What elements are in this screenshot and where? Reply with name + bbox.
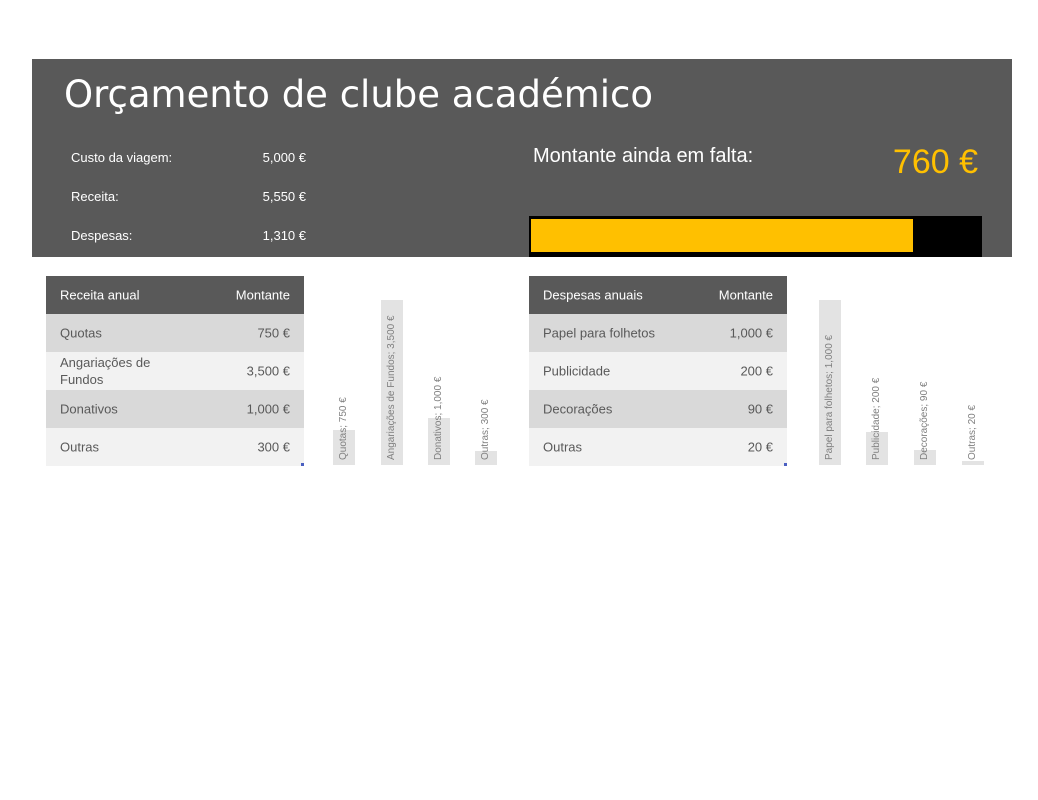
row-label: Outras xyxy=(60,439,100,455)
row-label: Papel para folhetos xyxy=(543,325,656,341)
chart-data-label: Outras; 20 € xyxy=(967,404,978,460)
income-table[interactable]: Receita anual Montante Quotas 750 € Anga… xyxy=(46,276,304,466)
column-header-label: Despesas anuais xyxy=(543,287,643,303)
row-amount: 200 € xyxy=(740,363,773,379)
row-label: Outras xyxy=(543,439,583,455)
chart-data-label: Papel para folhetos; 1,000 € xyxy=(824,334,835,460)
chart-bar[interactable] xyxy=(914,450,936,465)
row-amount: 20 € xyxy=(747,439,773,455)
row-amount: 1,000 € xyxy=(246,401,290,417)
table-row[interactable]: Publicidade 200 € xyxy=(529,352,787,390)
chart-bar[interactable] xyxy=(962,461,984,465)
summary-value: 5,550 € xyxy=(262,189,306,204)
row-amount: 750 € xyxy=(257,325,290,341)
column-header-amount: Montante xyxy=(718,287,773,303)
row-amount: 3,500 € xyxy=(246,363,290,379)
chart-bar[interactable] xyxy=(819,300,841,465)
row-label: Angariações de Fundos xyxy=(60,355,151,387)
remaining-label: Montante ainda em falta: xyxy=(533,145,754,167)
table-header: Receita anual Montante xyxy=(46,276,304,314)
chart-bar[interactable] xyxy=(475,451,497,465)
summary-value: 5,000 € xyxy=(262,150,306,165)
column-header-label: Receita anual xyxy=(60,287,140,303)
summary-trip-cost: Custo da viagem: 5,000 € xyxy=(71,150,306,170)
chart-data-label: Quotas; 750 € xyxy=(338,397,349,460)
page-title: Orçamento de clube académico xyxy=(64,73,654,116)
chart-data-label: Donativos; 1,000 € xyxy=(433,376,444,460)
summary-label: Receita: xyxy=(71,189,119,204)
row-amount: 90 € xyxy=(747,401,773,417)
table-row[interactable]: Papel para folhetos 1,000 € xyxy=(529,314,787,352)
chart-bar[interactable] xyxy=(428,418,450,465)
summary-value: 1,310 € xyxy=(262,228,306,243)
summary-income: Receita: 5,550 € xyxy=(71,189,306,209)
row-amount: 300 € xyxy=(257,439,290,455)
progress-bar xyxy=(529,216,982,257)
table-row[interactable]: Donativos 1,000 € xyxy=(46,390,304,428)
row-label: Publicidade xyxy=(543,363,611,379)
summary-expenses: Despesas: 1,310 € xyxy=(71,228,306,248)
expenses-table[interactable]: Despesas anuais Montante Papel para folh… xyxy=(529,276,787,466)
progress-fill xyxy=(531,219,913,252)
chart-bar[interactable] xyxy=(381,300,403,465)
row-amount: 1,000 € xyxy=(729,325,773,341)
chart-data-label: Outras; 300 € xyxy=(480,399,491,460)
table-resize-handle[interactable] xyxy=(301,463,304,466)
column-header-amount: Montante xyxy=(235,287,290,303)
summary-label: Despesas: xyxy=(71,228,133,243)
chart-data-label: Decorações; 90 € xyxy=(919,381,930,460)
table-row[interactable]: Outras 20 € xyxy=(529,428,787,466)
table-row[interactable]: Quotas 750 € xyxy=(46,314,304,352)
table-row[interactable]: Angariações de Fundos 3,500 € xyxy=(46,352,304,390)
summary-header: Orçamento de clube académico Custo da vi… xyxy=(32,59,1012,257)
chart-bar[interactable] xyxy=(333,430,355,465)
remaining-value: 760 € xyxy=(892,143,978,181)
table-resize-handle[interactable] xyxy=(784,463,787,466)
table-row[interactable]: Decorações 90 € xyxy=(529,390,787,428)
row-label: Donativos xyxy=(60,401,118,417)
chart-bar[interactable] xyxy=(866,432,888,465)
row-label: Decorações xyxy=(543,401,613,417)
table-header: Despesas anuais Montante xyxy=(529,276,787,314)
chart-data-label: Publicidade; 200 € xyxy=(871,377,882,460)
row-label: Quotas xyxy=(60,325,102,341)
table-row[interactable]: Outras 300 € xyxy=(46,428,304,466)
summary-label: Custo da viagem: xyxy=(71,150,173,165)
chart-data-label: Angariações de Fundos; 3,500 € xyxy=(386,315,397,460)
